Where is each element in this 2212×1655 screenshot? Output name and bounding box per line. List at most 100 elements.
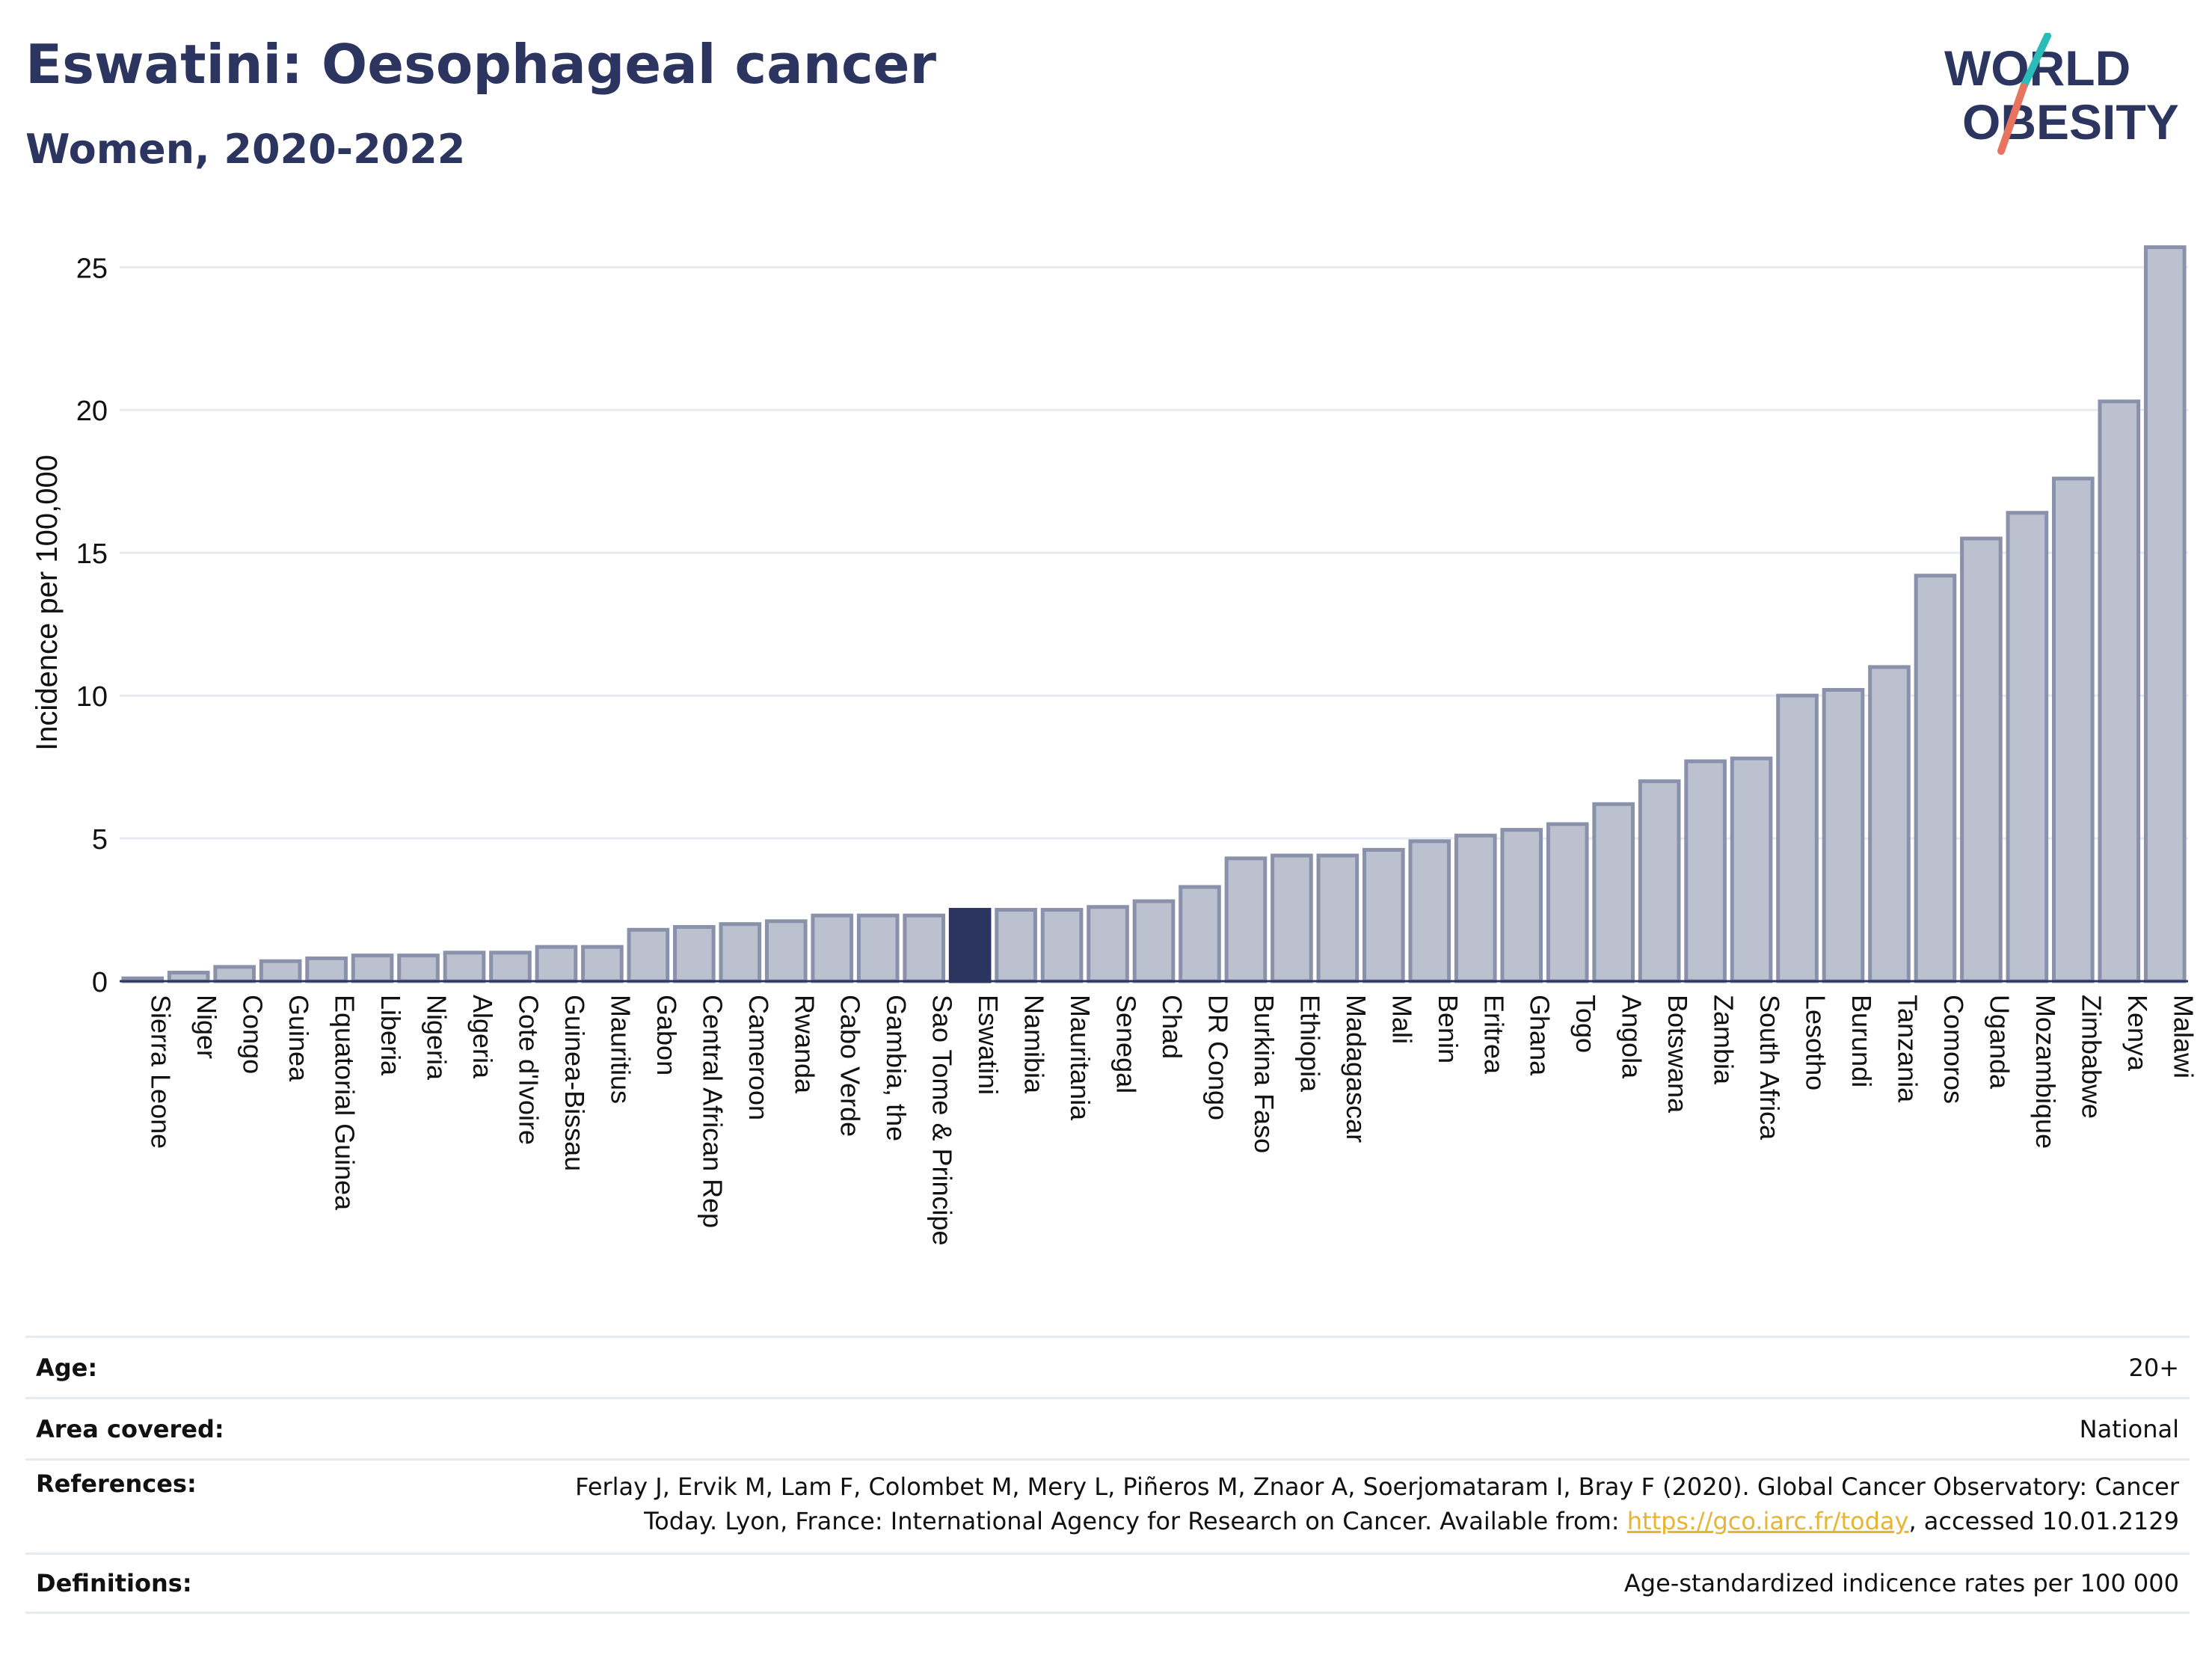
bar — [1362, 847, 1405, 983]
y-axis-label: Incidence per 100,000 — [31, 455, 64, 751]
bar — [1500, 828, 1543, 983]
x-tick-label: Comoros — [1938, 995, 1969, 1104]
x-tick-label: Cabo Verde — [835, 995, 866, 1137]
x-tick-label: Lesotho — [1801, 995, 1831, 1090]
bar — [856, 913, 900, 983]
y-tick-label: 10 — [76, 681, 108, 713]
references-value: Ferlay J, Ervik M, Lam F, Colombet M, Me… — [575, 1470, 2179, 1538]
bars — [121, 245, 2187, 983]
x-tick-label: Gambia, the — [881, 995, 912, 1141]
y-tick-label: 15 — [76, 538, 108, 570]
age-label: Age: — [36, 1353, 98, 1382]
bar — [2006, 511, 2049, 983]
definitions-label: Definitions: — [36, 1569, 192, 1597]
x-tick-label: Burundi — [1846, 995, 1877, 1087]
references-label: References: — [36, 1470, 197, 1498]
bar — [948, 908, 992, 983]
references-text-line2: Today. Lyon, France: International Agenc… — [644, 1507, 1627, 1535]
x-tick-label: Guinea — [283, 995, 314, 1082]
info-row-area: Area covered: National — [25, 1397, 2190, 1458]
x-tick-label: Kenya — [2122, 995, 2153, 1072]
bar — [1040, 908, 1084, 983]
x-tick-label: Cote d'Ivoire — [513, 995, 544, 1145]
bar — [489, 951, 532, 983]
chart-subtitle: Women, 2020-2022 — [25, 126, 466, 173]
bar — [2052, 476, 2095, 983]
x-tick-label: Sierra Leone — [146, 995, 176, 1149]
bar — [1960, 536, 2003, 983]
bar — [1454, 833, 1497, 983]
bar — [2143, 245, 2187, 983]
bar — [167, 971, 210, 983]
area-value: National — [2079, 1414, 2179, 1443]
bar — [1592, 802, 1635, 983]
bar — [259, 959, 302, 983]
bar-chart: 0 5 10 15 20 25 Sierra Leone Niger Congo Guinea E… — [31, 245, 2199, 1246]
bar — [903, 913, 945, 983]
age-value: 20+ — [2128, 1353, 2179, 1382]
x-tick-label: Namibia — [1019, 995, 1050, 1094]
x-tick-label: Mauritania — [1065, 995, 1096, 1121]
bar — [1316, 853, 1360, 983]
bar — [1684, 759, 1727, 983]
logo-slash-teal — [2020, 33, 2051, 90]
bar — [1271, 853, 1313, 983]
x-tick-label: South Africa — [1754, 995, 1785, 1140]
bar — [1087, 905, 1129, 983]
bar — [2098, 399, 2141, 983]
y-tick-label: 25 — [76, 253, 108, 284]
bar — [397, 954, 440, 983]
info-row-age: Age: 20+ — [25, 1336, 2190, 1397]
definitions-value: Age-standardized indicence rates per 100… — [1623, 1569, 2179, 1597]
bar — [1179, 885, 1221, 983]
x-tick-label: Rwanda — [789, 995, 820, 1094]
logo-word-obesity: OBESITY — [1962, 94, 2179, 150]
bar — [673, 924, 716, 983]
x-tick-label: Ethiopia — [1294, 995, 1325, 1093]
bar — [581, 945, 624, 983]
chart-title: Eswatini: Oesophageal cancer — [25, 33, 937, 96]
x-tick-label: Nigeria — [422, 995, 452, 1081]
bar — [213, 965, 256, 983]
world-obesity-logo: WORLD OBESITY — [1944, 33, 2179, 155]
x-tick-label: Niger — [191, 995, 222, 1059]
references-link[interactable]: https://gco.iarc.fr/today — [1626, 1507, 1909, 1535]
x-tick-label: Malawi — [2168, 995, 2199, 1078]
x-tick-label: Liberia — [375, 995, 406, 1076]
bar — [1638, 779, 1681, 983]
x-tick-label: Zimbabwe — [2076, 995, 2107, 1119]
x-tick-label: Mozambique — [2030, 995, 2061, 1149]
x-tick-label: Senegal — [1111, 995, 1142, 1093]
area-label: Area covered: — [36, 1414, 224, 1443]
bar — [351, 954, 394, 983]
x-tick-label: Eswatini — [973, 995, 1004, 1095]
logo-slash-coral — [1997, 83, 2027, 155]
x-tick-label: Algeria — [467, 995, 498, 1079]
x-tick-label: Benin — [1433, 995, 1463, 1063]
bar — [1868, 665, 1911, 983]
info-row-definitions: Definitions: Age-standardized indicence … — [25, 1553, 2190, 1614]
bar — [1132, 899, 1176, 983]
bar — [719, 922, 762, 983]
y-tick-label: 20 — [76, 396, 108, 427]
x-tick-label: Uganda — [1984, 995, 2015, 1090]
x-tick-label: Tanzania — [1892, 995, 1923, 1103]
bar — [1776, 693, 1819, 983]
x-tick-label: Eritrea — [1478, 995, 1509, 1075]
bar — [535, 945, 578, 983]
x-tick-label: Madagascar — [1341, 995, 1371, 1143]
x-tick-label: Chad — [1157, 995, 1188, 1059]
x-tick-label: Botswana — [1662, 995, 1693, 1114]
x-tick-label: Ghana — [1525, 995, 1555, 1076]
y-tick-label: 5 — [92, 824, 108, 856]
x-tick-label: Equatorial Guinea — [330, 995, 360, 1211]
bar — [1224, 856, 1268, 983]
bar — [1730, 756, 1773, 983]
bar — [1822, 687, 1865, 983]
bar — [1546, 822, 1589, 983]
x-tick-label: Mauritius — [605, 995, 636, 1104]
x-tick-label: Cameroon — [743, 995, 774, 1120]
x-tick-label: Zambia — [1709, 995, 1739, 1085]
x-tick-labels: Sierra Leone Niger Congo Guinea Equatorial G… — [146, 995, 2199, 1246]
x-tick-label: Mali — [1386, 995, 1417, 1044]
